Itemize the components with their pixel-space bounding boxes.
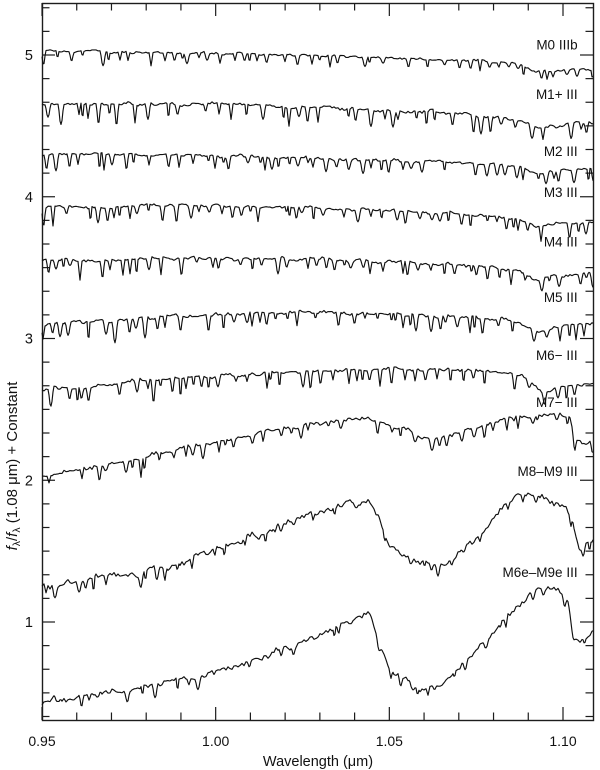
spectrum-curve-M2-III [41, 152, 594, 185]
y-tick-label: 2 [25, 473, 33, 489]
x-tick-label: 0.95 [28, 733, 55, 749]
spectrum-curve-M5-III [41, 309, 594, 344]
series-label-M2-III: M2 III [544, 144, 578, 159]
y-tick-label: 1 [25, 615, 33, 631]
y-title-sub2: λ [11, 527, 23, 533]
y-title-sub1: λ [11, 540, 23, 546]
x-tick-label: 1.05 [376, 733, 403, 749]
series-label-M4-III: M4 III [544, 235, 578, 250]
x-tick-label: 1.10 [549, 733, 576, 749]
series-label-M7-III: M7− III [536, 395, 578, 410]
series-label-M3-III: M3 III [544, 185, 578, 200]
y-title-slash: / [4, 536, 21, 541]
spectrum-curve-M1-III [41, 101, 594, 141]
spectrum-curve-M7-III [41, 412, 594, 484]
axis-tick-labels: 0.95 1.00 1.05 1.10 1 2 3 4 5 [25, 48, 577, 749]
y-tick-label: 3 [25, 332, 33, 348]
y-tick-label: 4 [25, 190, 33, 206]
y-title-rest: (1.08 μm) + Constant [4, 381, 21, 528]
y-title-f1: f [4, 544, 21, 550]
series-label-M0-IIIb: M0 IIIb [536, 38, 577, 53]
spectra-curves [41, 49, 594, 707]
series-label-M5-III: M5 III [544, 290, 578, 305]
x-axis-title: Wavelength (μm) [263, 754, 373, 770]
series-label-M8-M9-III: M8–M9 III [518, 464, 578, 479]
spectrum-curve-M3-III [41, 203, 594, 242]
spectrum-curve-M0-IIIb [41, 49, 594, 80]
spectrum-curve-M8-M9-III [41, 492, 594, 599]
x-tick-label: 1.00 [202, 733, 229, 749]
spectrum-curve-M6-III [41, 366, 594, 407]
series-label-M6-III: M6− III [536, 348, 578, 363]
series-label-M1-III: M1+ III [536, 87, 578, 102]
y-title-f2: f [4, 531, 21, 537]
y-tick-label: 5 [25, 48, 33, 64]
y-axis-title: fλ/fλ (1.08 μm) + Constant [4, 381, 23, 551]
spectrum-curve-M4-III [41, 255, 594, 292]
series-labels: M0 IIIb M1+ III M2 III M3 III M4 III M5 III M6… [503, 38, 578, 580]
axis-ticks [41, 3, 593, 720]
spectrum-curve-M6e-M9e-III [41, 586, 594, 707]
series-label-M6e-M9e-III: M6e–M9e III [503, 565, 578, 580]
